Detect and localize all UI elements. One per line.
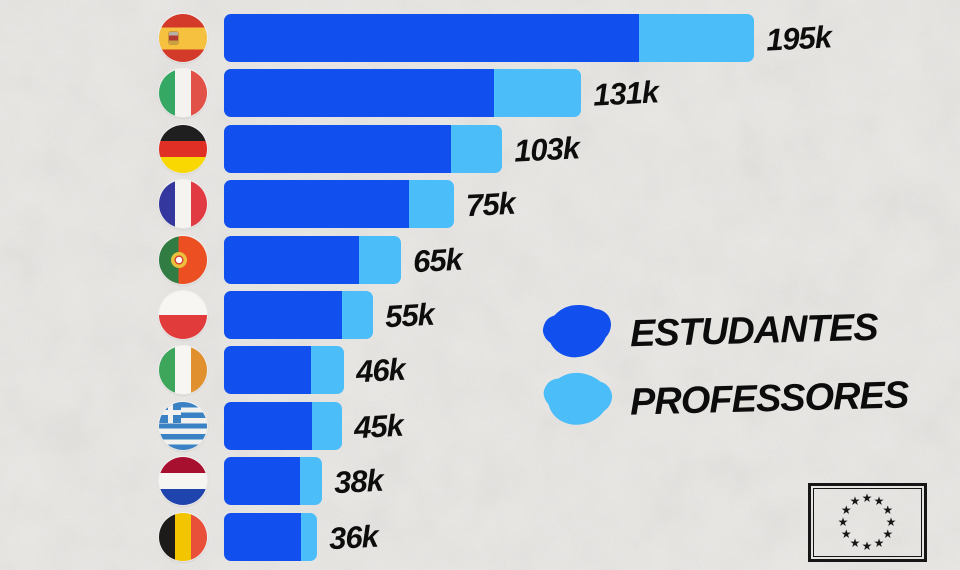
chart-row: 38k [0, 457, 960, 506]
italy-flag-icon [159, 69, 207, 118]
stacked-bar [224, 69, 581, 118]
estudantes-bar-segment [224, 401, 312, 450]
stacked-bar [224, 401, 342, 450]
estudantes-bar-segment [224, 457, 300, 506]
eu-star-icon: ★ [837, 515, 849, 529]
estudantes-bar-segment [224, 512, 301, 561]
chart-row: 55k [0, 291, 960, 339]
bar-value-label: 103k [513, 130, 580, 169]
estudantes-bar-segment [224, 14, 639, 62]
eu-flag: ★ ★ ★ ★ ★ ★ ★ ★ ★ ★ ★ ★ [808, 483, 927, 562]
estudantes-swatch-icon [545, 302, 611, 360]
chart-row: 46k [0, 346, 960, 395]
legend-item-professores: PROFESSORES [545, 369, 909, 429]
stacked-bar [224, 291, 373, 339]
chart-row: 45k [0, 401, 960, 450]
bar-value-label: 195k [765, 19, 832, 58]
portugal-flag-icon [159, 235, 207, 284]
chart-row: 65k [0, 235, 960, 284]
stacked-bar [224, 235, 401, 284]
legend-label-estudantes: ESTUDANTES [629, 306, 879, 355]
professores-bar-segment [451, 124, 502, 173]
eu-flag-border: ★ ★ ★ ★ ★ ★ ★ ★ ★ ★ ★ ★ [813, 488, 922, 557]
eu-star-icon: ★ [873, 494, 885, 509]
bar-value-label: 45k [353, 407, 404, 446]
eu-star-icon: ★ [873, 535, 885, 550]
stacked-bar [224, 346, 344, 395]
germany-flag-icon [159, 124, 207, 173]
legend-label-professores: PROFESSORES [629, 373, 909, 424]
bar-value-label: 131k [592, 74, 659, 114]
greece-flag-icon [159, 401, 207, 450]
professores-swatch-icon [545, 369, 611, 429]
eu-star-icon: ★ [849, 494, 861, 509]
chart-row: 75k [0, 180, 960, 229]
eu-star-icon: ★ [840, 527, 852, 541]
estudantes-bar-segment [224, 346, 311, 395]
belgium-flag-icon [159, 512, 207, 561]
professores-bar-segment [409, 180, 454, 229]
stacked-bar [224, 180, 454, 229]
chart-row: 103k [0, 124, 960, 173]
eu-star-icon: ★ [885, 515, 897, 529]
bar-value-label: 46k [355, 352, 406, 390]
eu-star-icon: ★ [849, 535, 861, 550]
professores-bar-segment [300, 457, 322, 506]
stacked-bar [224, 14, 754, 62]
professores-bar-segment [359, 235, 401, 284]
estudantes-bar-segment [224, 291, 342, 339]
estudantes-bar-segment [224, 235, 359, 284]
professores-bar-segment [311, 346, 344, 395]
eu-star-icon: ★ [882, 527, 894, 541]
professores-bar-segment [342, 291, 373, 339]
bar-value-label: 65k [412, 241, 463, 279]
chart-row: 131k [0, 69, 960, 118]
professores-bar-segment [639, 14, 754, 62]
chart-row: 195k [0, 14, 960, 62]
eu-star-icon: ★ [840, 503, 852, 517]
ireland-flag-icon [159, 346, 207, 395]
legend-item-estudantes: ESTUDANTES [545, 302, 908, 360]
france-flag-icon [159, 180, 207, 229]
bar-value-label: 36k [328, 518, 379, 556]
legend: ESTUDANTES PROFESSORES [545, 302, 909, 439]
professores-bar-segment [494, 69, 581, 118]
estudantes-bar-segment [224, 69, 494, 118]
professores-bar-segment [312, 401, 342, 450]
stacked-bar [224, 124, 502, 173]
bar-value-label: 38k [333, 462, 384, 501]
eu-star-icon: ★ [861, 539, 873, 553]
stacked-bar [224, 457, 322, 506]
bar-value-label: 55k [384, 296, 435, 335]
bar-value-label: 75k [465, 185, 516, 224]
estudantes-bar-segment [224, 180, 409, 229]
chart-row: 36k [0, 512, 960, 561]
stacked-bar [224, 512, 317, 561]
estudantes-bar-segment [224, 124, 451, 173]
eu-star-icon: ★ [882, 503, 894, 517]
spain-flag-icon [159, 14, 207, 62]
poland-flag-icon [159, 291, 207, 339]
eu-star-icon: ★ [861, 491, 873, 505]
netherlands-flag-icon [159, 457, 207, 506]
professores-bar-segment [301, 512, 317, 561]
